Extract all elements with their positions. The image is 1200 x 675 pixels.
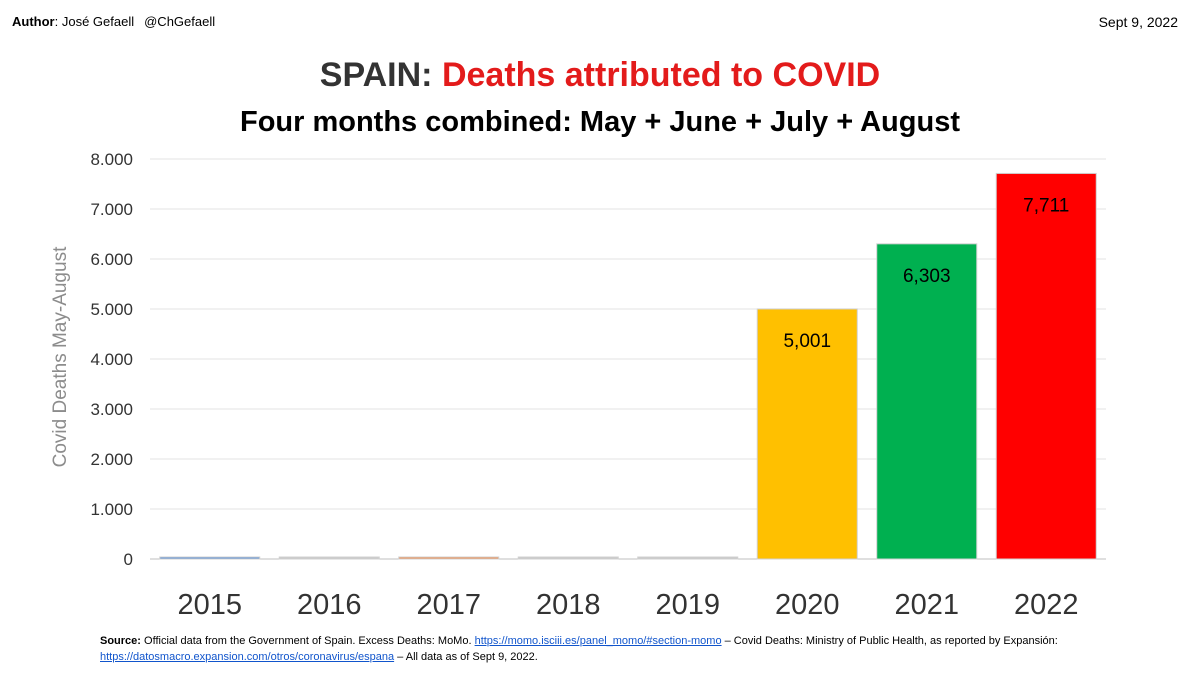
y-tick-label: 8.000 [90, 150, 133, 169]
datosmacro-link[interactable]: https://datosmacro.expansion.com/otros/c… [100, 651, 395, 663]
data-label-2021: 6,303 [903, 266, 951, 287]
x-tick-label: 2022 [1014, 589, 1079, 621]
y-tick-label: 4.000 [90, 350, 133, 369]
x-tick-label: 2020 [775, 589, 840, 621]
title-main: Deaths attributed to COVID [441, 56, 881, 94]
chart-subtitle: Four months combined: May + June + July … [239, 106, 960, 138]
bar-2015 [159, 556, 261, 560]
data-label-2020: 5,001 [783, 331, 831, 352]
author-name: : José Gefaell [54, 14, 135, 29]
bar-2020 [756, 308, 858, 560]
x-tick-label: 2016 [297, 589, 362, 621]
y-tick-label: 2.000 [90, 450, 133, 469]
chart-title: SPAIN: Deaths attributed to COVID [0, 54, 1200, 96]
y-tick-label: 7.000 [90, 200, 133, 219]
momo-link[interactable]: https://momo.isciii.es/panel_momo/#secti… [474, 635, 722, 647]
title-prefix: SPAIN: [319, 56, 433, 94]
source-text-1: Official data from the Government of Spa… [140, 635, 475, 647]
x-axis: 2015 2016 2017 2018 2019 2020 2021 2022 [177, 589, 1078, 621]
author-credit: Author: José Gefaell @ChGefaell [12, 14, 215, 29]
source-text-2: – Covid Deaths: Ministry of Public Healt… [721, 635, 1058, 647]
bar-2016 [278, 556, 380, 560]
source-note: Source: Official data from the Governmen… [100, 633, 1160, 665]
author-label: Author [12, 14, 55, 29]
source-text-3: – All data as of Sept 9, 2022. [394, 651, 538, 663]
y-tick-label: 0 [124, 550, 133, 569]
bar-2021 [876, 243, 978, 560]
publish-date: Sept 9, 2022 [1098, 14, 1178, 30]
y-tick-label: 5.000 [90, 300, 133, 319]
x-tick-label: 2019 [655, 589, 720, 621]
author-handle: @ChGefaell [144, 14, 216, 29]
y-tick-label: 1.000 [90, 500, 133, 519]
y-axis-label: Covid Deaths May-August [50, 246, 71, 467]
x-tick-label: 2018 [536, 589, 601, 621]
y-tick-label: 3.000 [90, 400, 133, 419]
x-tick-label: 2021 [894, 589, 959, 621]
y-tick-label: 6.000 [90, 250, 133, 269]
bars: 5,001 6,303 7,711 [159, 172, 1097, 560]
x-tick-label: 2017 [416, 589, 481, 621]
source-label: Source: [100, 635, 141, 647]
bar-2017 [398, 556, 500, 560]
data-label-2022: 7,711 [1023, 195, 1069, 216]
bar-2018 [517, 556, 619, 560]
bar-2022 [995, 172, 1097, 560]
y-axis: 0 1.000 2.000 3.000 4.000 5.000 6.000 7.000 8.00… [90, 150, 133, 569]
bar-2019 [637, 556, 739, 560]
x-tick-label: 2015 [177, 589, 242, 621]
